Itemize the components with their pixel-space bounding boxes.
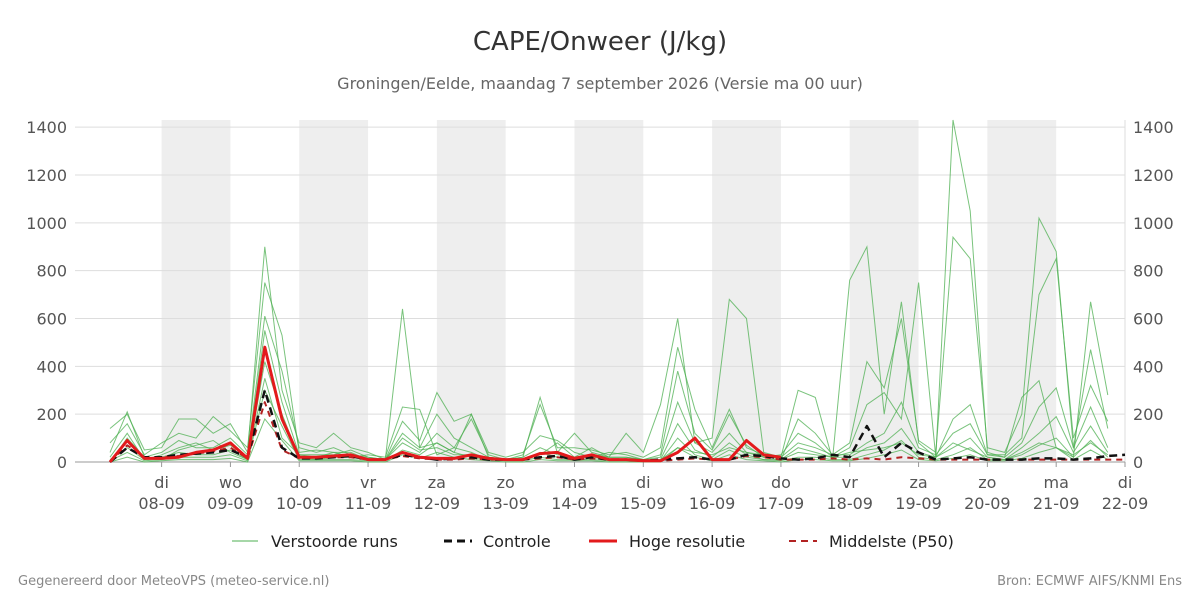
x-tick-day: do bbox=[289, 473, 309, 492]
x-tick-date: 17-09 bbox=[758, 494, 805, 513]
median-line bbox=[109, 401, 1125, 463]
footer-source: Bron: ECMWF AIFS/KNMI Ens bbox=[997, 574, 1182, 589]
y-tick-label-left: 1400 bbox=[26, 118, 67, 137]
y-tick-label-left: 1200 bbox=[26, 166, 67, 185]
weekend-band bbox=[436, 120, 506, 462]
ensemble-member-line bbox=[109, 256, 1109, 461]
y-tick-label-left: 200 bbox=[36, 405, 67, 424]
x-tick-date: 20-09 bbox=[964, 494, 1011, 513]
x-tick-date: 09-09 bbox=[207, 494, 254, 513]
y-tick-label-left: 400 bbox=[36, 357, 67, 376]
x-tick-day: vr bbox=[842, 473, 858, 492]
y-axis-left: 0 200 400 600 800 1000 1200 1400 bbox=[26, 118, 67, 472]
x-tick-day: di bbox=[636, 473, 651, 492]
x-tick-date: 16-09 bbox=[689, 494, 736, 513]
x-tick-day: za bbox=[909, 473, 927, 492]
main-series bbox=[108, 345, 1126, 463]
y-tick-label-right: 200 bbox=[1133, 405, 1164, 424]
x-tick-day: zo bbox=[978, 473, 996, 492]
x-tick-date: 08-09 bbox=[138, 494, 185, 513]
x-tick-date: 14-09 bbox=[551, 494, 598, 513]
y-tick-label-left: 800 bbox=[36, 262, 67, 281]
hires-line bbox=[108, 345, 782, 463]
x-tick-date: 11-09 bbox=[345, 494, 392, 513]
x-tick-date: 10-09 bbox=[276, 494, 323, 513]
x-tick-day: wo bbox=[219, 473, 242, 492]
y-tick-label-left: 0 bbox=[57, 453, 67, 472]
x-tick-day: vr bbox=[360, 473, 376, 492]
y-tick-label-right: 600 bbox=[1133, 310, 1164, 329]
weekend-band bbox=[712, 120, 781, 462]
x-axis: di 08-09 wo 09-09 do 10-09 vr 11-09 za 12-09 zo 13-… bbox=[75, 461, 1149, 513]
x-tick-day: di bbox=[154, 473, 169, 492]
x-tick-day: di bbox=[1118, 473, 1133, 492]
weekend-band bbox=[161, 120, 231, 462]
x-tick-date: 15-09 bbox=[620, 494, 667, 513]
ensemble-member-line bbox=[109, 378, 1109, 463]
x-tick-day: ma bbox=[562, 473, 587, 492]
y-tick-label-right: 1400 bbox=[1133, 118, 1174, 137]
footer-generated-by: Gegenereerd door MeteoVPS (meteo-service… bbox=[18, 574, 329, 589]
y-tick-label-left: 600 bbox=[36, 310, 67, 329]
y-tick-label-right: 1200 bbox=[1133, 166, 1174, 185]
legend-label-control: Controle bbox=[483, 532, 551, 551]
y-axis-right: 0 200 400 600 800 1000 1200 1400 bbox=[1133, 118, 1174, 472]
y-tick-label-left: 1000 bbox=[26, 214, 67, 233]
weekend-band bbox=[299, 120, 369, 462]
y-tick-label-right: 400 bbox=[1133, 357, 1164, 376]
x-tick-day: za bbox=[428, 473, 446, 492]
chart-subtitle: Groningen/Eelde, maandag 7 september 202… bbox=[337, 74, 863, 93]
weekend-bands bbox=[161, 120, 1057, 462]
x-tick-date: 21-09 bbox=[1033, 494, 1080, 513]
x-tick-day: zo bbox=[497, 473, 515, 492]
legend: Verstoorde runs Controle Hoge resolutie … bbox=[232, 532, 954, 551]
legend-label-median: Middelste (P50) bbox=[829, 532, 954, 551]
x-tick-day: ma bbox=[1043, 473, 1068, 492]
y-tick-label-right: 800 bbox=[1133, 262, 1164, 281]
x-tick-date: 12-09 bbox=[414, 494, 461, 513]
x-tick-date: 18-09 bbox=[826, 494, 873, 513]
x-tick-date: 19-09 bbox=[895, 494, 942, 513]
y-tick-label-right: 1000 bbox=[1133, 214, 1174, 233]
legend-label-members: Verstoorde runs bbox=[271, 532, 398, 551]
weekend-band bbox=[849, 120, 919, 462]
x-tick-date: 22-09 bbox=[1102, 494, 1149, 513]
x-tick-day: wo bbox=[701, 473, 724, 492]
x-tick-date: 13-09 bbox=[482, 494, 529, 513]
x-tick-day: do bbox=[771, 473, 791, 492]
y-tick-label-right: 0 bbox=[1133, 453, 1143, 472]
weekend-band bbox=[574, 120, 644, 462]
ensemble-member-line bbox=[109, 216, 1109, 461]
weekend-band bbox=[987, 120, 1057, 462]
legend-label-hires: Hoge resolutie bbox=[629, 532, 745, 551]
chart-title: CAPE/Onweer (J/kg) bbox=[473, 27, 727, 57]
